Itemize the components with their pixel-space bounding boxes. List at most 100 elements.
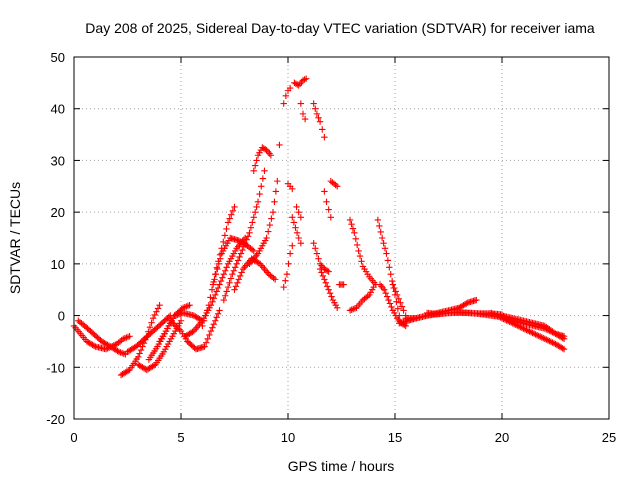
data-point xyxy=(217,277,225,285)
data-point xyxy=(209,324,216,331)
data-point xyxy=(334,183,341,190)
series-track-33 xyxy=(389,281,409,319)
data-point xyxy=(234,257,242,264)
series-track-8 xyxy=(167,307,223,353)
data-point xyxy=(382,289,389,297)
data-point xyxy=(285,260,292,268)
data-point xyxy=(321,133,328,141)
series-track-18 xyxy=(297,100,309,123)
data-point xyxy=(240,243,247,250)
data-point xyxy=(236,253,243,261)
data-point xyxy=(351,229,358,237)
data-point xyxy=(253,157,260,164)
series-track-19 xyxy=(280,242,296,291)
data-point xyxy=(322,279,330,287)
series-track-26 xyxy=(316,265,341,312)
data-point xyxy=(211,276,218,283)
data-point xyxy=(530,330,538,337)
data-point xyxy=(391,284,398,292)
data-point xyxy=(247,224,255,231)
data-point xyxy=(223,288,230,295)
data-point xyxy=(394,305,402,312)
y-tick-label: 50 xyxy=(51,50,65,65)
data-point xyxy=(290,219,298,226)
data-point xyxy=(521,326,529,333)
data-point xyxy=(392,288,399,295)
y-axis-ticks: -20 -10 0 10 20 30 40 50 xyxy=(46,50,609,427)
data-point xyxy=(380,239,387,247)
data-point xyxy=(325,286,332,293)
series-track-16 xyxy=(280,84,294,107)
data-point xyxy=(387,271,394,278)
data-point xyxy=(544,337,552,344)
data-point xyxy=(151,311,158,319)
data-point xyxy=(512,321,519,329)
data-point xyxy=(146,324,154,331)
data-point xyxy=(463,300,470,307)
data-point xyxy=(266,221,274,229)
data-point xyxy=(393,291,401,299)
data-point xyxy=(312,105,319,112)
data-point xyxy=(231,286,238,293)
data-point xyxy=(186,302,193,309)
data-point xyxy=(319,126,326,133)
x-axis-ticks: 0 5 10 15 20 25 xyxy=(70,57,616,445)
data-point xyxy=(90,342,98,349)
data-point xyxy=(215,260,223,268)
data-point xyxy=(214,284,222,292)
data-point xyxy=(219,274,226,281)
data-point xyxy=(226,215,233,222)
data-point xyxy=(541,335,548,343)
data-point xyxy=(297,239,305,247)
data-point xyxy=(217,255,224,262)
data-point xyxy=(315,114,322,121)
data-point xyxy=(168,319,176,326)
data-point xyxy=(228,211,235,218)
data-point xyxy=(560,345,568,353)
data-point xyxy=(295,208,302,216)
y-tick-label: 20 xyxy=(51,205,65,220)
data-point xyxy=(398,303,406,310)
data-point xyxy=(239,246,246,254)
series-track-35 xyxy=(402,296,480,322)
data-point xyxy=(220,271,227,278)
data-point xyxy=(173,323,180,330)
data-point xyxy=(242,239,249,247)
data-point xyxy=(356,252,364,260)
data-point xyxy=(200,317,208,324)
series-track-5 xyxy=(135,317,185,374)
data-point xyxy=(355,247,362,255)
data-point xyxy=(489,310,497,317)
data-point xyxy=(223,225,230,233)
x-tick-label: 15 xyxy=(388,430,402,445)
data-point xyxy=(326,289,334,297)
data-point xyxy=(149,314,157,322)
data-point xyxy=(251,162,259,169)
data-point xyxy=(233,260,240,268)
data-point xyxy=(313,110,321,118)
data-point xyxy=(400,307,407,314)
data-point xyxy=(348,221,355,228)
data-point xyxy=(540,334,547,342)
series-track-21 xyxy=(284,180,296,193)
data-point xyxy=(202,312,209,319)
data-point xyxy=(388,277,396,285)
data-point xyxy=(517,323,524,331)
plot-frame xyxy=(73,56,610,420)
series-track-20 xyxy=(289,214,305,247)
data-point xyxy=(254,198,262,205)
data-point xyxy=(381,245,389,252)
data-point xyxy=(207,294,214,301)
data-point xyxy=(492,312,500,319)
data-point xyxy=(527,328,535,336)
series-track-1 xyxy=(70,322,133,353)
data-point xyxy=(532,331,539,338)
data-point xyxy=(220,238,227,246)
data-point xyxy=(272,188,280,195)
data-point xyxy=(385,296,392,304)
series-track-4 xyxy=(124,312,174,355)
data-point xyxy=(473,296,480,304)
data-point xyxy=(137,346,145,354)
data-point xyxy=(491,311,498,318)
data-point xyxy=(246,229,253,237)
